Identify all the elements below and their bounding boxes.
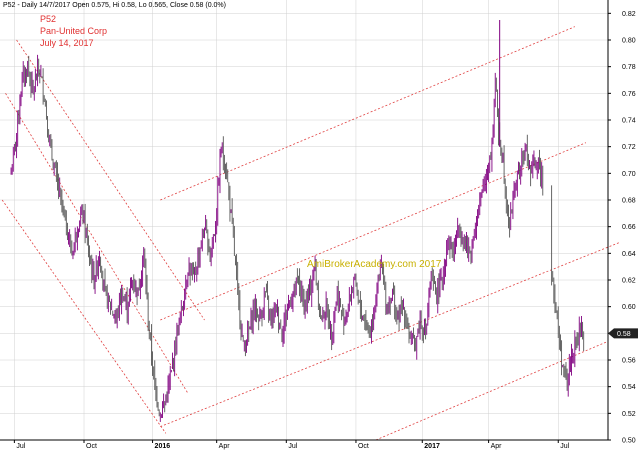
last-value-badge-shape <box>608 328 638 339</box>
y-tick-label: 0.78 <box>622 64 636 71</box>
y-tick-label: 0.82 <box>622 11 636 18</box>
company-annotation: Pan-United Corp <box>40 26 107 36</box>
trend-line <box>1 199 167 434</box>
trend-line <box>16 39 205 321</box>
y-tick-label: 0.60 <box>622 304 636 311</box>
x-tick-label: Oct <box>86 443 97 450</box>
y-tick-label: 0.76 <box>622 91 636 98</box>
x-tick-label: Jul <box>560 443 569 450</box>
header-info: P52 - Daily 14/7/2017 Open 0.575, Hi 0.5… <box>3 2 226 9</box>
y-tick-label: 0.52 <box>622 411 636 418</box>
symbol-annotation: P52 <box>40 14 56 24</box>
trend-line <box>160 142 587 321</box>
date-annotation: July 14, 2017 <box>40 38 94 48</box>
y-tick-label: 0.72 <box>622 144 636 151</box>
x-tick-label: 2016 <box>155 443 171 450</box>
y-tick-label: 0.62 <box>622 278 636 285</box>
x-tick-label: Apr <box>491 443 503 450</box>
x-tick-label: Jul <box>288 443 297 450</box>
y-tick-label: 0.54 <box>622 384 636 391</box>
y-tick-label: 0.80 <box>622 38 636 45</box>
y-tick-label: 0.56 <box>622 358 636 365</box>
x-tick-label: Oct <box>358 443 369 450</box>
x-tick-label: 2017 <box>424 443 440 450</box>
trend-line <box>5 93 189 394</box>
y-tick-label: 0.70 <box>622 171 636 178</box>
y-tick-label: 0.66 <box>622 224 636 231</box>
last-value-label: 0.58 <box>617 331 631 338</box>
watermark-text: AmiBrokerAcademy.com 2017 <box>307 259 442 270</box>
last-value-badge: 0.58 <box>608 328 638 339</box>
y-tick-label: 0.64 <box>622 251 636 258</box>
trend-line <box>160 26 575 201</box>
x-axis: Jul Oct 2016 Apr Jul Oct 2017 Apr Jul <box>13 440 570 450</box>
y-tick-label: 0.68 <box>622 198 636 205</box>
trend-channel-lines <box>1 26 620 441</box>
y-tick-label: 0.50 <box>622 438 636 445</box>
x-tick-label: Jul <box>16 443 25 450</box>
x-tick-label: Apr <box>219 443 231 450</box>
y-tick-label: 0.74 <box>622 118 636 125</box>
ohlc-bars <box>10 20 585 422</box>
grid-lines <box>0 0 608 441</box>
